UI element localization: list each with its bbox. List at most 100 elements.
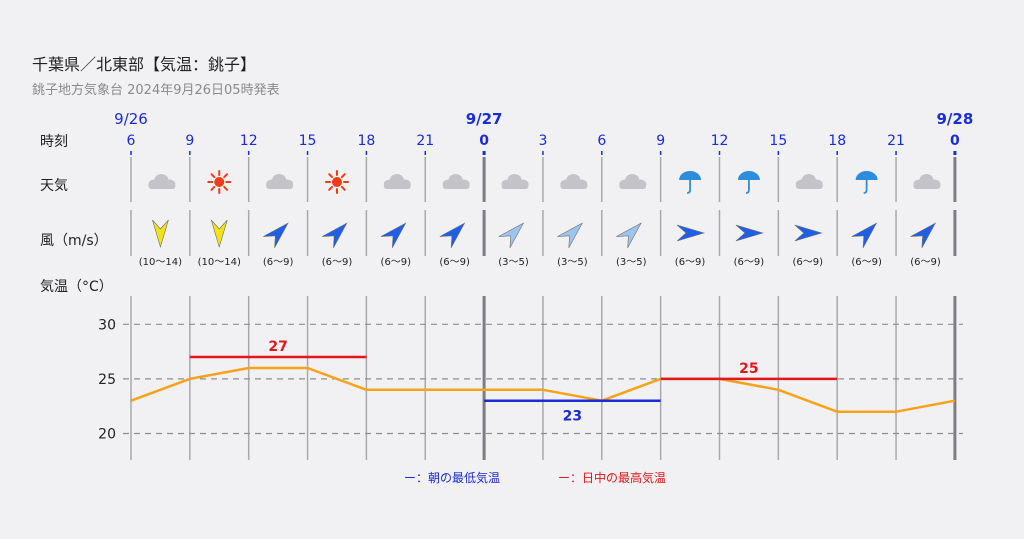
wind-arrow-icon	[380, 222, 407, 248]
wind-arrow-icon	[735, 224, 764, 242]
sun-ray	[340, 185, 346, 191]
chart-subtitle: 銚子地方気象台 2024年9月26日05時発表	[32, 82, 280, 98]
wind-arrow-icon	[557, 222, 584, 248]
cloud-icon	[913, 174, 941, 189]
umbrella-canopy	[679, 171, 702, 180]
sun-ray	[210, 173, 216, 179]
hour-labels: 6 9 12 15 18 21 0 3 6 9 12 15 18 21 0	[127, 133, 960, 155]
umbrella-icon	[679, 171, 702, 194]
max-temp-label: 27	[268, 339, 287, 355]
hour-label: 9	[656, 133, 665, 149]
legend: ー：朝の最低気温 ー：日中の最高気温	[404, 470, 666, 485]
y-tick-label: 25	[98, 372, 116, 388]
wind-arrow-icon	[263, 222, 289, 248]
wind-arrow-shape	[210, 219, 228, 249]
sun-core	[214, 177, 225, 187]
cloud-part	[619, 183, 647, 189]
umbrella-handle	[745, 180, 750, 194]
cloud-icon	[501, 174, 529, 189]
sun-ray	[223, 185, 229, 191]
sun-ray	[210, 185, 216, 191]
cloud-icon	[442, 174, 470, 189]
wind-arrow-shape	[616, 222, 642, 248]
wind-range-label: (6〜9)	[910, 257, 941, 268]
hour-label: 12	[240, 133, 258, 149]
hour-label: 15	[299, 133, 317, 149]
row-label-temperature: 気温（°C）	[40, 279, 113, 295]
wind-arrow-shape	[557, 222, 584, 248]
wind-range-label: (6〜9)	[381, 257, 412, 268]
wind-arrow-shape	[380, 222, 407, 248]
wind-range-label: (6〜9)	[263, 257, 294, 268]
wind-arrow-icon	[439, 222, 466, 248]
wind-arrow-icon	[321, 222, 348, 248]
chart-title: 千葉県／北東部【気温：銚子】	[32, 55, 256, 74]
sun-ray	[328, 185, 334, 191]
hour-label: 18	[828, 133, 846, 149]
cloud-icon	[148, 174, 176, 189]
wind-arrow-shape	[498, 222, 525, 248]
wind-row: (10〜14) (10〜14) (6〜9) (6〜9) (6〜9) (6〜9) (3〜5) (…	[139, 219, 941, 268]
sun-ray	[328, 173, 334, 179]
wind-arrow-shape	[321, 222, 348, 248]
wind-arrow-shape	[910, 222, 937, 248]
y-tick-label: 20	[98, 427, 116, 443]
row-label-time: 時刻	[40, 134, 68, 150]
min-temp-label: 23	[563, 409, 582, 425]
sun-ray	[340, 173, 346, 179]
wind-arrow-shape	[263, 222, 289, 248]
cloud-part	[148, 183, 176, 189]
cloud-icon	[266, 174, 294, 189]
date-labels: 9/26 9/27 9/28	[114, 110, 973, 128]
cloud-part	[913, 183, 941, 189]
row-label-weather: 天気	[40, 178, 68, 194]
cloud-part	[501, 183, 529, 189]
wind-arrow-icon	[152, 219, 169, 249]
wind-range-label: (6〜9)	[851, 257, 882, 268]
date-label: 9/28	[937, 110, 974, 128]
wind-arrow-shape	[676, 224, 706, 242]
cloud-part	[442, 183, 470, 189]
sun-core	[331, 177, 342, 187]
hour-label: 6	[127, 133, 136, 149]
cloud-icon	[795, 174, 823, 189]
cloud-icon	[383, 174, 411, 189]
umbrella-canopy	[855, 171, 878, 180]
wind-range-label: (3〜5)	[557, 257, 588, 268]
row-label-wind: 風（m/s）	[40, 233, 108, 249]
hour-label: 0	[479, 133, 489, 149]
date-label: 9/27	[466, 110, 503, 128]
grid-layer: 20 25 30	[98, 157, 963, 460]
hour-label: 9	[185, 133, 194, 149]
hour-label: 15	[769, 133, 787, 149]
wind-range-label: (6〜9)	[675, 257, 706, 268]
cloud-part	[383, 183, 411, 189]
wind-arrow-icon	[210, 219, 228, 249]
umbrella-canopy	[737, 171, 760, 180]
temperature-plot: 27 23 25	[130, 339, 956, 425]
weather-row	[148, 170, 941, 194]
cloud-part	[266, 183, 294, 189]
legend-max: ー：日中の最高気温	[558, 470, 666, 485]
wind-arrow-icon	[910, 222, 937, 248]
wind-arrow-shape	[152, 219, 169, 249]
wind-arrow-icon	[676, 224, 706, 242]
y-tick-label: 30	[98, 317, 116, 333]
hour-label: 21	[887, 133, 905, 149]
hour-label: 3	[538, 133, 547, 149]
hour-label: 6	[597, 133, 606, 149]
wind-range-label: (6〜9)	[734, 257, 765, 268]
umbrella-icon	[737, 171, 760, 194]
cloud-icon	[560, 174, 588, 189]
date-label: 9/26	[114, 110, 148, 128]
wind-arrow-icon	[794, 224, 823, 242]
wind-arrow-icon	[498, 222, 525, 248]
umbrella-handle	[863, 180, 868, 194]
wind-range-label: (6〜9)	[793, 257, 824, 268]
hour-label: 0	[950, 133, 960, 149]
wind-range-label: (6〜9)	[322, 257, 353, 268]
wind-arrow-icon	[851, 222, 878, 248]
hour-label: 18	[357, 133, 375, 149]
sun-icon	[324, 170, 349, 194]
